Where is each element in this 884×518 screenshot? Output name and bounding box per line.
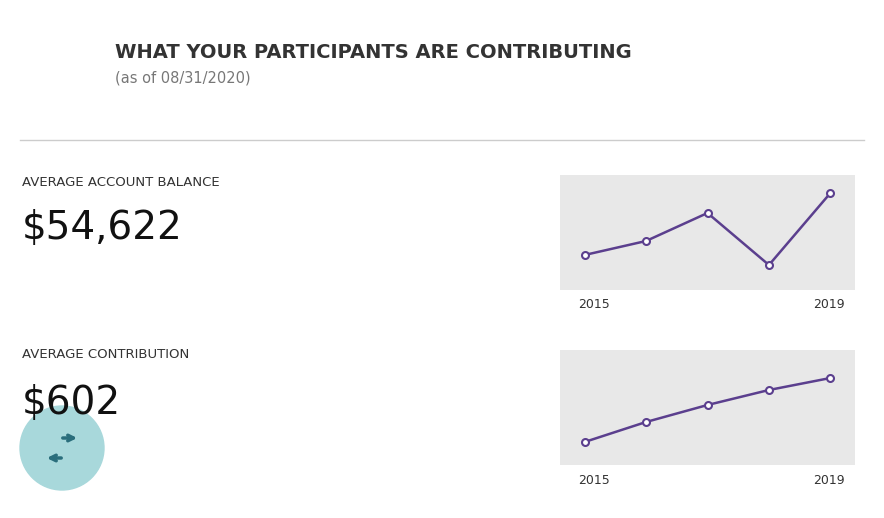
Text: 2015: 2015 bbox=[578, 298, 610, 311]
Text: 2019: 2019 bbox=[813, 473, 845, 486]
Text: 2019: 2019 bbox=[813, 298, 845, 311]
Text: (as of 08/31/2020): (as of 08/31/2020) bbox=[115, 70, 251, 85]
Text: AVERAGE ACCOUNT BALANCE: AVERAGE ACCOUNT BALANCE bbox=[22, 176, 219, 189]
Ellipse shape bbox=[20, 406, 104, 490]
Text: $602: $602 bbox=[22, 384, 121, 422]
Text: AVERAGE CONTRIBUTION: AVERAGE CONTRIBUTION bbox=[22, 349, 189, 362]
Text: 2015: 2015 bbox=[578, 473, 610, 486]
Text: $54,622: $54,622 bbox=[22, 209, 183, 247]
Text: WHAT YOUR PARTICIPANTS ARE CONTRIBUTING: WHAT YOUR PARTICIPANTS ARE CONTRIBUTING bbox=[115, 42, 632, 62]
